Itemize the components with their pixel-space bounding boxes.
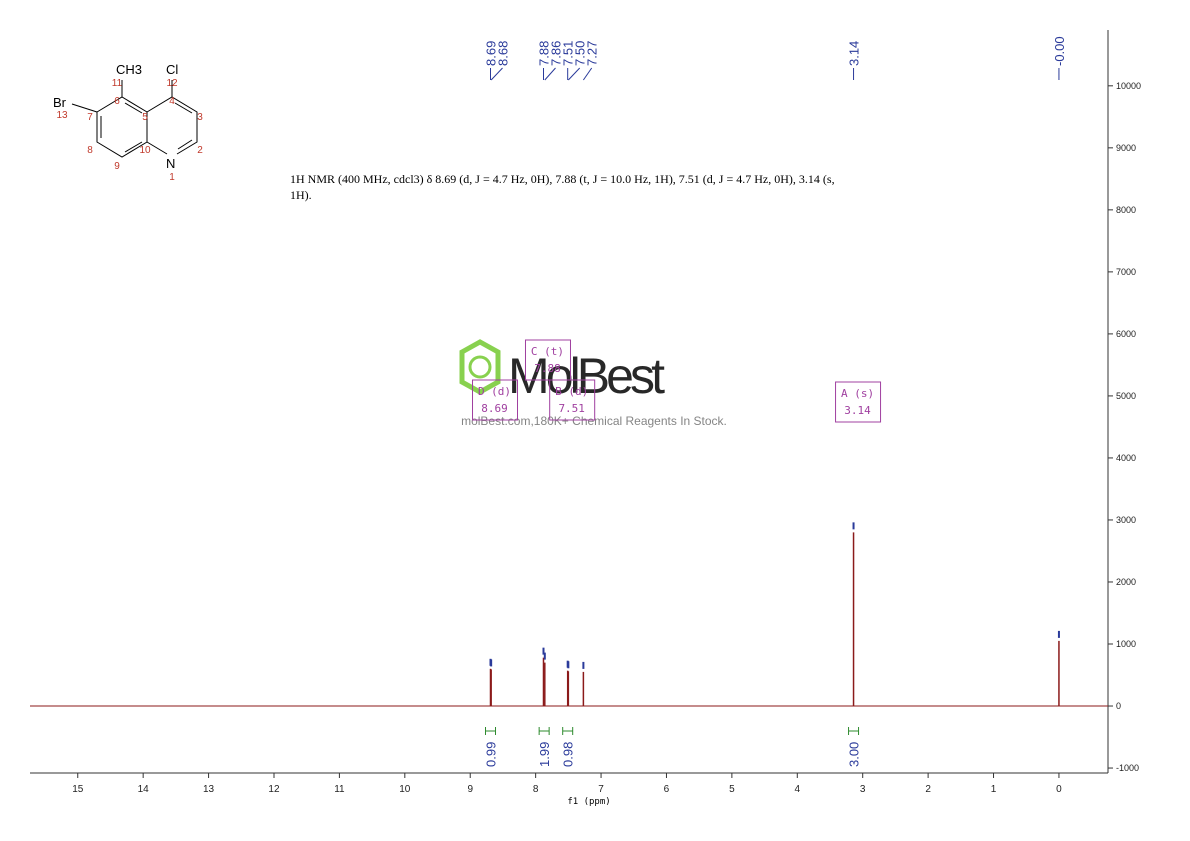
x-tick-label: 14 <box>138 784 150 795</box>
integral-bracket <box>538 727 550 735</box>
bond <box>71 103 98 113</box>
atom-number: 9 <box>114 161 120 172</box>
y-tick-label: 8000 <box>1116 205 1136 215</box>
atom-label: Br <box>53 95 67 110</box>
x-tick-label: 0 <box>1056 784 1062 795</box>
x-tick-label: 15 <box>72 784 84 795</box>
y-tick-label: 9000 <box>1116 143 1136 153</box>
double-bond <box>124 102 143 114</box>
multiplet-name: A (s) <box>841 387 874 400</box>
multiplet-box <box>524 339 571 381</box>
integral-label: 0.98 <box>561 742 576 767</box>
y-tick-label: 10000 <box>1116 81 1141 91</box>
y-tick-label: 1000 <box>1116 639 1136 649</box>
peak-label: 7.51 <box>561 41 576 66</box>
peak-label: 7.27 <box>585 41 600 66</box>
atom-number: 4 <box>169 96 175 107</box>
y-tick-label: 5000 <box>1116 391 1136 401</box>
x-tick-label: 10 <box>399 784 411 795</box>
atom-number: 1 <box>169 172 175 183</box>
x-tick-label: 3 <box>860 784 866 795</box>
peak-label: -0.00 <box>1052 36 1067 66</box>
watermark-text: molBest.com,180K+ Chemical Reagents In S… <box>461 414 727 428</box>
atom-label: Cl <box>166 62 178 77</box>
peak-label: 3.14 <box>847 41 862 66</box>
peak-connector <box>582 67 593 81</box>
molecule <box>71 80 198 158</box>
y-tick-label: 6000 <box>1116 329 1136 339</box>
integral-label: 3.00 <box>847 742 862 767</box>
multiplet-name: D (d) <box>478 385 511 398</box>
logo-hexagon <box>459 339 501 395</box>
peak-connector <box>490 67 503 81</box>
double-bond <box>174 102 193 114</box>
atom-number: 6 <box>114 96 120 107</box>
multiplet-box <box>472 379 519 421</box>
peak-connector <box>567 67 581 81</box>
ring-right <box>146 96 198 155</box>
logo-ring <box>468 355 492 379</box>
x-tick-label: 12 <box>268 784 280 795</box>
logo-text: MolBest <box>508 348 665 404</box>
integral-bracket <box>562 727 574 735</box>
atom-number: 2 <box>197 145 203 156</box>
atom-number: 5 <box>142 112 148 123</box>
multiplet-shift: 3.14 <box>844 404 871 417</box>
multiplet-name: B (d) <box>555 385 588 398</box>
x-tick-label: 13 <box>203 784 215 795</box>
x-tick-label: 11 <box>334 784 345 795</box>
x-tick-label: 6 <box>664 784 670 795</box>
peak-label: 7.86 <box>548 41 563 66</box>
y-tick-label: 7000 <box>1116 267 1136 277</box>
multiplet-shift: 7.88 <box>534 362 561 375</box>
atom-label: CH3 <box>116 62 142 77</box>
y-tick-label: 0 <box>1116 701 1121 711</box>
bond <box>146 141 168 155</box>
watermark: MolBest molBest.com,180K+ Chemical Reagen… <box>459 339 727 428</box>
x-tick-label: 1 <box>991 784 997 795</box>
y-tick-label: 4000 <box>1116 453 1136 463</box>
multiplet-shift: 8.69 <box>481 402 508 415</box>
peak-label: 7.88 <box>536 41 551 66</box>
x-tick-label: 4 <box>795 784 801 795</box>
double-bond <box>124 141 143 153</box>
integral-bracket <box>485 727 497 735</box>
y-tick-label: 3000 <box>1116 515 1136 525</box>
peak-label: 8.69 <box>484 41 499 66</box>
peak-label: 7.50 <box>573 41 588 66</box>
peak-connector <box>544 67 556 81</box>
x-tick-label: 5 <box>729 784 735 795</box>
atom-number: 8 <box>87 145 93 156</box>
atom-number: 3 <box>197 112 203 123</box>
y-tick-label: 2000 <box>1116 577 1136 587</box>
nmr-annotation: 1H NMR (400 MHz, cdcl3) δ 8.69 (d, J = 4… <box>290 172 835 202</box>
multiplet-name: C (t) <box>531 345 564 358</box>
x-axis-label: f1 (ppm) <box>567 797 610 807</box>
multiplet-box <box>549 379 596 421</box>
atom-number: 11 <box>112 78 123 89</box>
atom-number: 7 <box>87 112 93 123</box>
integral-label: 1.99 <box>537 742 552 767</box>
y-tick-label: -1000 <box>1116 763 1139 773</box>
atom-label: N <box>166 156 175 171</box>
atom-number: 10 <box>139 145 151 156</box>
peak-label: 8.68 <box>496 41 511 66</box>
atom-number: 12 <box>166 78 178 89</box>
integral-label: 0.99 <box>484 742 499 767</box>
integral-bracket <box>848 727 860 735</box>
x-tick-label: 7 <box>598 784 604 795</box>
x-tick-label: 9 <box>467 784 473 795</box>
double-bond <box>177 139 193 150</box>
atom-number: 13 <box>56 110 68 121</box>
x-tick-label: 8 <box>533 784 539 795</box>
multiplet-box <box>835 381 882 423</box>
x-tick-label: 2 <box>925 784 931 795</box>
multiplet-shift: 7.51 <box>558 402 585 415</box>
